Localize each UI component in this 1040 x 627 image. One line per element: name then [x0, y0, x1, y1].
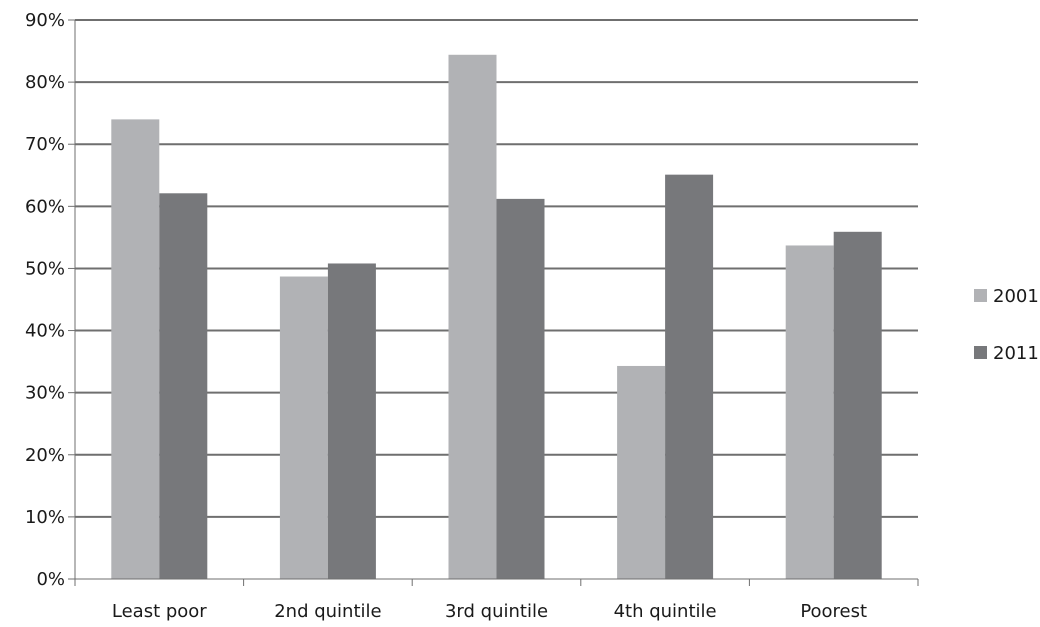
bars	[111, 54, 882, 580]
bar-2011	[833, 231, 882, 579]
bar-2011	[159, 193, 208, 580]
bar-2011	[327, 263, 376, 579]
legend: 2001 2011	[974, 286, 1039, 364]
y-tick-label: 0%	[36, 569, 65, 590]
x-category-label: Poorest	[800, 601, 867, 622]
y-tick-label: 60%	[25, 196, 65, 217]
bar-2001	[785, 245, 834, 580]
y-tick-label: 10%	[25, 507, 65, 528]
bar-2011	[665, 174, 714, 579]
y-axis: 0% 10% 20% 30% 40% 50% 60% 70% 80% 90%	[25, 10, 76, 590]
x-category-label: 2nd quintile	[274, 601, 381, 622]
bar-2001	[617, 365, 666, 579]
y-tick-label: 40%	[25, 321, 65, 342]
legend-label-2011: 2011	[993, 343, 1039, 364]
y-tick-label: 80%	[25, 72, 65, 93]
x-category-label: 4th quintile	[614, 601, 717, 622]
bar-2001	[111, 119, 160, 579]
x-category-label: 3rd quintile	[445, 601, 548, 622]
x-category-label: Least poor	[112, 601, 207, 622]
legend-swatch-2011	[974, 346, 987, 359]
legend-swatch-2001	[974, 289, 987, 302]
legend-label-2001: 2001	[993, 286, 1039, 307]
y-tick-label: 20%	[25, 445, 65, 466]
x-axis: Least poor 2nd quintile 3rd quintile 4th qu…	[74, 578, 919, 622]
y-tick-label: 70%	[25, 134, 65, 155]
bar-2001	[279, 276, 328, 579]
y-tick-label: 90%	[25, 10, 65, 31]
bar-2011	[496, 198, 545, 579]
y-tick-label: 50%	[25, 258, 65, 279]
y-tick-label: 30%	[25, 383, 65, 404]
bar-2001	[448, 54, 497, 579]
